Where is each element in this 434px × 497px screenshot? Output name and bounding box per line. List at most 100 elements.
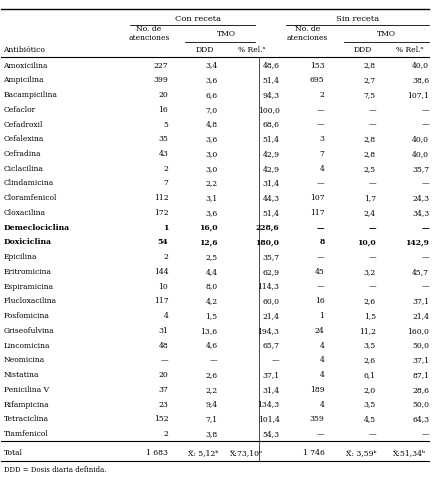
Text: 12,6: 12,6 xyxy=(198,239,217,247)
Text: Cefradina: Cefradina xyxy=(3,150,41,158)
Text: 16: 16 xyxy=(314,297,324,305)
Text: 172: 172 xyxy=(153,209,168,217)
Text: —: — xyxy=(421,283,428,291)
Text: 142,9: 142,9 xyxy=(404,239,428,247)
Text: 189: 189 xyxy=(309,386,324,394)
Text: 6,6: 6,6 xyxy=(205,91,217,99)
Text: 10,0: 10,0 xyxy=(356,239,375,247)
Text: —: — xyxy=(421,106,428,114)
Text: 24,3: 24,3 xyxy=(411,194,428,202)
Text: 35,7: 35,7 xyxy=(411,165,428,173)
Text: 37,1: 37,1 xyxy=(262,371,279,379)
Text: 2,8: 2,8 xyxy=(363,62,375,70)
Text: 2,4: 2,4 xyxy=(363,209,375,217)
Text: 7: 7 xyxy=(319,150,324,158)
Text: 28,6: 28,6 xyxy=(411,386,428,394)
Text: 114,3: 114,3 xyxy=(257,283,279,291)
Text: 134,3: 134,3 xyxy=(257,401,279,409)
Text: 5: 5 xyxy=(163,121,168,129)
Text: 1 746: 1 746 xyxy=(302,449,324,457)
Text: 144: 144 xyxy=(153,268,168,276)
Text: 51,4: 51,4 xyxy=(262,77,279,84)
Text: 44,3: 44,3 xyxy=(262,194,279,202)
Text: 54: 54 xyxy=(157,239,168,247)
Text: 359: 359 xyxy=(309,415,324,423)
Text: 4,5: 4,5 xyxy=(363,415,375,423)
Text: Con receta: Con receta xyxy=(175,15,221,23)
Text: atenciones: atenciones xyxy=(128,34,169,42)
Text: X̅: 3,59ᵇ: X̅: 3,59ᵇ xyxy=(345,449,375,457)
Text: 695: 695 xyxy=(309,77,324,84)
Text: 31: 31 xyxy=(158,327,168,335)
Text: 7,1: 7,1 xyxy=(205,415,217,423)
Text: 13,6: 13,6 xyxy=(200,327,217,335)
Text: —: — xyxy=(316,224,324,232)
Text: 16,0: 16,0 xyxy=(198,224,217,232)
Text: 21,4: 21,4 xyxy=(262,312,279,320)
Text: 227: 227 xyxy=(153,62,168,70)
Text: —: — xyxy=(421,253,428,261)
Text: 34,3: 34,3 xyxy=(411,209,428,217)
Text: 40,0: 40,0 xyxy=(411,135,428,143)
Text: 45,7: 45,7 xyxy=(411,268,428,276)
Text: 51,4: 51,4 xyxy=(262,135,279,143)
Text: 2: 2 xyxy=(319,91,324,99)
Text: 3,0: 3,0 xyxy=(205,165,217,173)
Text: Rifampicina: Rifampicina xyxy=(3,401,49,409)
Text: 4,6: 4,6 xyxy=(205,341,217,349)
Text: —: — xyxy=(367,430,375,438)
Text: 100,0: 100,0 xyxy=(257,106,279,114)
Text: X̅: 5,12ᵇ: X̅: 5,12ᵇ xyxy=(187,449,217,457)
Text: —: — xyxy=(160,356,168,364)
Text: 4: 4 xyxy=(319,356,324,364)
Text: Lincomicina: Lincomicina xyxy=(3,341,50,349)
Text: 50,0: 50,0 xyxy=(411,341,428,349)
Text: —: — xyxy=(367,224,375,232)
Text: Doxiciclina: Doxiciclina xyxy=(3,239,51,247)
Text: 2: 2 xyxy=(163,253,168,261)
Text: 194,3: 194,3 xyxy=(257,327,279,335)
Text: —: — xyxy=(316,430,324,438)
Text: 8: 8 xyxy=(319,239,324,247)
Text: Eritromicina: Eritromicina xyxy=(3,268,51,276)
Text: 101,4: 101,4 xyxy=(257,415,279,423)
Text: Cloramfenicol: Cloramfenicol xyxy=(3,194,57,202)
Text: 3,6: 3,6 xyxy=(205,135,217,143)
Text: 4,8: 4,8 xyxy=(205,121,217,129)
Text: 7,5: 7,5 xyxy=(363,91,375,99)
Text: 40,0: 40,0 xyxy=(411,62,428,70)
Text: 7,0: 7,0 xyxy=(205,106,217,114)
Text: 1: 1 xyxy=(319,312,324,320)
Text: Fosfomicina: Fosfomicina xyxy=(3,312,49,320)
Text: Bacampicilina: Bacampicilina xyxy=(3,91,57,99)
Text: 3,6: 3,6 xyxy=(205,209,217,217)
Text: 64,3: 64,3 xyxy=(411,415,428,423)
Text: X̅:51,34ᵇ: X̅:51,34ᵇ xyxy=(392,449,425,457)
Text: —: — xyxy=(421,430,428,438)
Text: 20: 20 xyxy=(158,91,168,99)
Text: 16: 16 xyxy=(158,106,168,114)
Text: DDD: DDD xyxy=(195,46,214,54)
Text: 180,0: 180,0 xyxy=(255,239,279,247)
Text: 107: 107 xyxy=(309,194,324,202)
Text: —: — xyxy=(421,179,428,187)
Text: 50,0: 50,0 xyxy=(411,401,428,409)
Text: Tiamfenicol: Tiamfenicol xyxy=(3,430,48,438)
Text: 4: 4 xyxy=(319,371,324,379)
Text: 48: 48 xyxy=(158,341,168,349)
Text: 94,3: 94,3 xyxy=(262,91,279,99)
Text: 11,2: 11,2 xyxy=(358,327,375,335)
Text: 1,7: 1,7 xyxy=(363,194,375,202)
Text: 2: 2 xyxy=(163,165,168,173)
Text: Epicilina: Epicilina xyxy=(3,253,37,261)
Text: —: — xyxy=(316,283,324,291)
Text: 399: 399 xyxy=(153,77,168,84)
Text: 20: 20 xyxy=(158,371,168,379)
Text: No. de: No. de xyxy=(294,25,319,33)
Text: Amoxicilina: Amoxicilina xyxy=(3,62,48,70)
Text: 4: 4 xyxy=(319,341,324,349)
Text: Cefalexina: Cefalexina xyxy=(3,135,44,143)
Text: 107,1: 107,1 xyxy=(407,91,428,99)
Text: —: — xyxy=(367,179,375,187)
Text: 3,8: 3,8 xyxy=(205,430,217,438)
